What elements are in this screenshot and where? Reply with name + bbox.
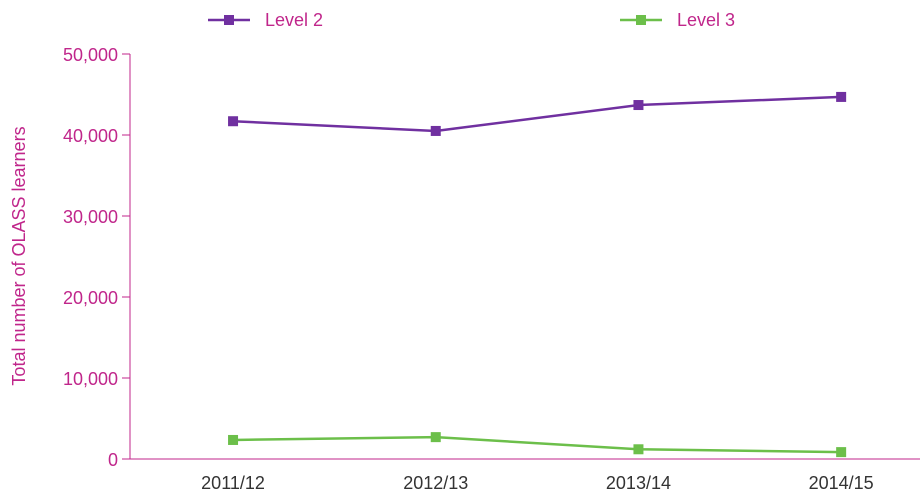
y-tick-label: 50,000	[63, 45, 118, 65]
point	[836, 447, 847, 458]
point	[836, 91, 847, 102]
legend-label: Level 3	[677, 10, 735, 30]
legend-label: Level 2	[265, 10, 323, 30]
point	[228, 434, 239, 445]
point	[633, 100, 644, 111]
x-tick-label: 2012/13	[403, 473, 468, 493]
legend-marker	[636, 15, 646, 25]
y-tick-label: 10,000	[63, 369, 118, 389]
y-tick-label: 40,000	[63, 126, 118, 146]
point	[228, 116, 239, 127]
x-tick-label: 2014/15	[809, 473, 874, 493]
point	[430, 125, 441, 136]
y-axis-label: Total number of OLASS learners	[9, 126, 29, 385]
series-line	[232, 95, 842, 133]
y-tick-label: 30,000	[63, 207, 118, 227]
point	[430, 432, 441, 443]
y-tick-label: 20,000	[63, 288, 118, 308]
x-tick-label: 2011/12	[201, 473, 265, 493]
legend-marker	[224, 15, 234, 25]
point	[633, 444, 644, 455]
y-tick-label: 0	[108, 450, 118, 470]
x-tick-label: 2013/14	[606, 473, 671, 493]
series-line	[233, 435, 842, 454]
